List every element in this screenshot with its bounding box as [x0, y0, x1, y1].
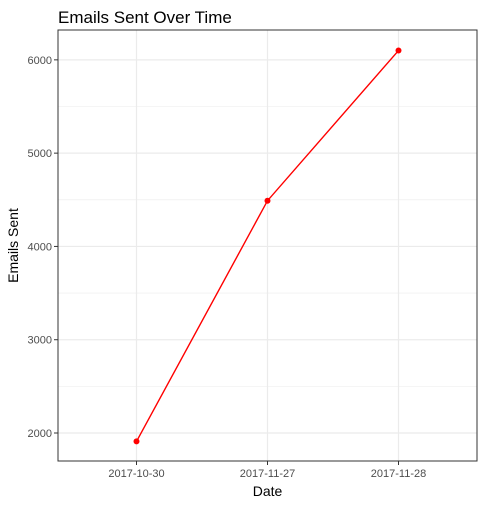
y-tick-label-4: 6000	[28, 55, 52, 67]
x-tick-label-1: 2017-11-27	[240, 468, 295, 480]
y-tick-label-2: 4000	[28, 241, 52, 253]
data-point-0-1	[264, 197, 271, 204]
y-axis-title: Emails Sent	[5, 208, 21, 283]
axis-layer: 2000 3000 4000 5000 6000 2017-10-30 2017-11-27…	[28, 55, 427, 480]
x-tick-label-2: 2017-11-28	[371, 468, 426, 480]
y-tick-label-0: 2000	[28, 428, 52, 440]
data-point-0-2	[395, 47, 402, 54]
x-tick-label-0: 2017-10-30	[108, 468, 164, 480]
y-tick-label-1: 3000	[28, 335, 52, 347]
chart-title: Emails Sent Over Time	[58, 8, 232, 27]
grid-layer	[58, 30, 477, 461]
y-tick-label-3: 5000	[28, 148, 52, 160]
data-layer	[133, 47, 402, 445]
data-point-0-0	[133, 438, 140, 445]
panel-border	[57, 29, 478, 462]
x-axis-title: Date	[253, 483, 283, 499]
